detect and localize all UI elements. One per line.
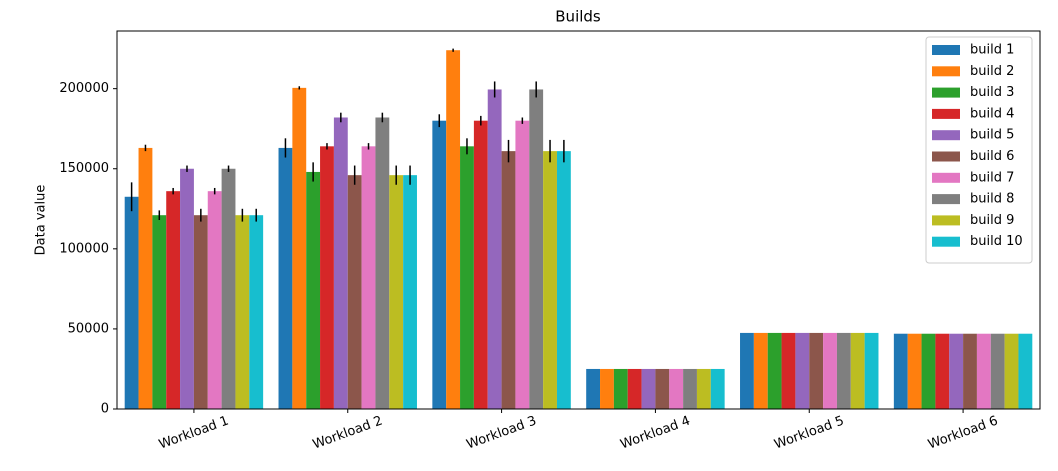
y-tick-label: 150000 [59,161,109,176]
bar [221,168,236,409]
bar [586,368,601,409]
bar [683,368,697,409]
bar [473,120,488,409]
bar [460,146,474,410]
legend-label: build 4 [970,106,1014,121]
bar [529,89,544,410]
legend-label: build 5 [970,128,1014,143]
bar [446,50,461,410]
legend-swatch [932,215,960,226]
bar [781,332,796,409]
legend-swatch [932,151,960,162]
bar [864,332,879,409]
legend-swatch [932,45,960,55]
bar [795,332,810,409]
bar [893,333,908,409]
bar [990,333,1005,409]
bar [278,147,293,410]
legend-label: build 10 [970,234,1023,249]
legend-swatch [932,236,960,247]
bar [361,146,376,410]
bar [347,175,362,409]
bar [767,332,782,409]
bar [669,368,684,409]
bar [627,368,642,409]
bar [949,333,964,409]
bar [138,147,153,410]
bar [1004,333,1019,409]
y-axis-label: Data value [34,185,49,256]
bar [375,117,390,410]
bar [389,175,404,409]
legend-swatch [932,87,960,98]
legend-label: build 2 [970,64,1014,79]
bar [320,146,334,410]
bar [152,215,167,409]
legend-label: build 7 [970,170,1014,185]
bar [180,168,194,409]
legend-label: build 8 [970,192,1014,207]
bar [809,332,824,409]
bar [515,120,530,409]
legend-swatch [932,172,960,183]
legend-swatch [932,66,960,77]
bar [556,151,571,409]
bar [740,332,754,409]
chart-title: Builds [555,8,601,26]
bar [333,117,348,410]
bar [753,332,768,409]
legend-label: build 3 [970,85,1014,100]
bar [403,175,417,409]
bar [249,215,264,409]
bar [235,215,250,409]
bar [836,332,851,409]
bar [306,171,321,409]
bar [193,215,208,409]
bar [850,332,865,409]
x-tick-label: Workload 1 [157,413,231,452]
bar [976,333,991,409]
y-tick-label: 200000 [59,81,109,96]
bar [207,191,222,409]
bar [600,368,614,409]
y-tick-label: 100000 [59,241,109,256]
x-tick-label: Workload 3 [465,413,539,452]
bar [501,151,516,409]
legend-label: build 9 [970,213,1014,228]
bar [921,333,936,409]
y-tick-label: 0 [101,402,109,417]
bar [823,332,837,409]
bar [641,368,656,409]
bar [613,368,628,409]
bar [935,333,950,409]
bar [710,368,725,409]
x-tick-label: Workload 6 [926,413,1000,452]
legend-swatch [932,130,960,141]
bar [166,191,181,409]
bar [655,368,670,409]
bar [292,87,307,409]
legend-label: build 6 [970,149,1014,164]
bar [543,151,557,409]
y-tick-label: 50000 [68,321,109,336]
bar [696,368,711,409]
bar [963,333,977,409]
x-tick-label: Workload 2 [311,413,385,452]
bar [432,120,447,409]
legend-label: build 1 [970,43,1014,58]
bar [487,89,502,410]
bar [124,196,139,409]
bar [1018,333,1033,409]
x-tick-label: Workload 5 [772,413,846,452]
legend-swatch [932,194,960,205]
x-tick-label: Workload 4 [619,413,693,452]
legend-swatch [932,108,960,119]
bar [907,333,922,409]
plot-frame [116,30,1041,410]
